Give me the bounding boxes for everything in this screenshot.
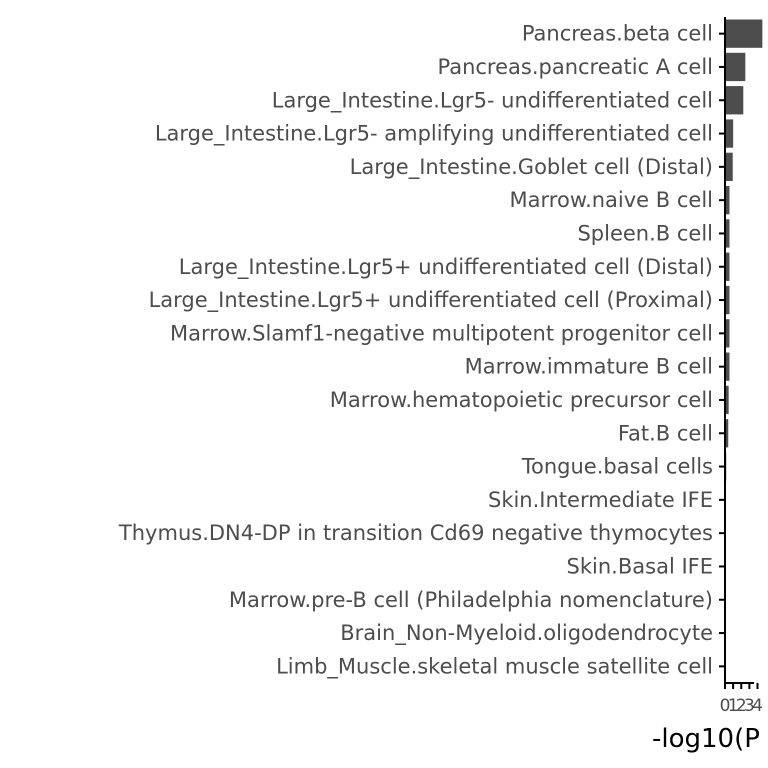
- x-tick-label: 4: [752, 696, 763, 716]
- bar: [725, 352, 730, 381]
- bar: [725, 319, 730, 348]
- x-tick-label: 0: [720, 696, 731, 716]
- bar: [725, 119, 734, 148]
- category-label: Brain_Non-Myeloid.oligodendrocyte: [340, 621, 713, 646]
- category-label: Marrow.Slamf1-negative multipotent proge…: [170, 321, 713, 345]
- x-tick-label: 1: [728, 696, 739, 716]
- x-tick-label: 2: [736, 696, 747, 716]
- category-label: Skin.Intermediate IFE: [488, 488, 713, 512]
- category-label: Large_Intestine.Goblet cell (Distal): [350, 155, 713, 180]
- category-label: Large_Intestine.Lgr5- amplifying undiffe…: [155, 122, 713, 147]
- category-labels-group: Pancreas.beta cell Pancreas.pancreatic A …: [118, 22, 713, 680]
- category-label: Marrow.immature B cell: [465, 355, 713, 379]
- category-label: Marrow.hematopoietic precursor cell: [330, 388, 713, 412]
- bar: [725, 252, 730, 281]
- bar: [725, 86, 744, 115]
- x-axis-title: -log10(P: [652, 724, 760, 754]
- category-label: Large_Intestine.Lgr5- undifferentiated c…: [272, 88, 713, 113]
- category-label: Skin.Basal IFE: [567, 554, 713, 578]
- bar: [725, 152, 733, 182]
- x-tick-label: 3: [744, 696, 755, 716]
- category-label: Thymus.DN4-DP in transition Cd69 negativ…: [118, 521, 713, 545]
- bar: [725, 185, 730, 215]
- category-label: Tongue.basal cells: [521, 455, 713, 479]
- bar: [725, 419, 729, 448]
- bar: [725, 219, 730, 248]
- category-label: Limb_Muscle.skeletal muscle satellite ce…: [276, 654, 713, 679]
- bars-group: [725, 19, 763, 681]
- bar: [725, 385, 729, 415]
- bar: [725, 19, 763, 48]
- category-label: Large_Intestine.Lgr5+ undifferentiated c…: [179, 255, 713, 280]
- category-label: Large_Intestine.Lgr5+ undifferentiated c…: [149, 288, 713, 313]
- category-label: Spleen.B cell: [577, 221, 713, 245]
- bar: [725, 285, 730, 315]
- category-label: Marrow.naive B cell: [510, 188, 713, 212]
- category-label: Pancreas.beta cell: [522, 22, 713, 46]
- category-label: Fat.B cell: [618, 421, 713, 445]
- bar: [725, 52, 746, 82]
- category-label: Marrow.pre-B cell (Philadelphia nomencla…: [229, 588, 713, 612]
- category-label: Pancreas.pancreatic A cell: [437, 55, 713, 79]
